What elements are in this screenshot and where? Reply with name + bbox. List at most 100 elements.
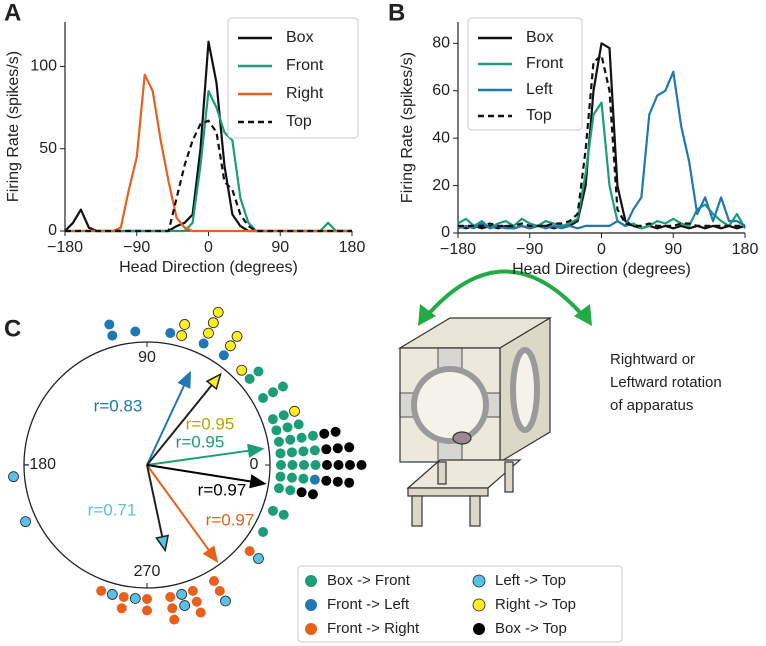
- dot: [209, 576, 219, 587]
- dot: [179, 319, 191, 330]
- x-tick-label: 0: [597, 241, 606, 258]
- y-tick-label: 0: [441, 224, 450, 241]
- y-tick-label: 20: [432, 177, 450, 194]
- annotation: of apparatus: [610, 397, 693, 414]
- r-label: r=0.71: [88, 500, 137, 519]
- dot: [330, 426, 341, 437]
- dot: [276, 460, 286, 470]
- dot: [285, 434, 296, 445]
- legend-frame: [227, 17, 359, 139]
- dot: [116, 603, 127, 614]
- dot: [286, 447, 297, 458]
- mean-vector-head: [205, 372, 222, 391]
- series-line: [65, 73, 352, 233]
- x-tick-label: 180: [339, 239, 366, 256]
- dot: [309, 445, 320, 456]
- dot: [207, 317, 219, 329]
- dot: [344, 442, 355, 453]
- dot: [299, 460, 309, 470]
- dot: [218, 350, 229, 361]
- dot: [273, 483, 284, 494]
- legend-label: Box: [286, 29, 314, 46]
- x-tick-label: −90: [123, 239, 150, 256]
- dot: [96, 585, 107, 596]
- dot: [332, 443, 343, 454]
- x-tick-label: −90: [516, 241, 543, 258]
- dot: [244, 373, 255, 384]
- dot: [214, 586, 225, 597]
- legend-label: Front: [286, 57, 324, 74]
- dot: [253, 553, 264, 564]
- apparatus-illustration: [397, 269, 592, 527]
- dot: [345, 460, 355, 470]
- mean-vector: [146, 464, 210, 551]
- y-tick-label: 60: [432, 82, 450, 99]
- y-tick-label: 40: [432, 129, 450, 146]
- dot: [129, 593, 141, 604]
- dot: [267, 505, 278, 516]
- x-tick-label: −180: [440, 241, 476, 258]
- x-tick-label: 90: [664, 241, 682, 258]
- x-axis-label: Head Direction (degrees): [119, 259, 298, 276]
- dot: [258, 393, 269, 403]
- dot: [307, 430, 318, 441]
- legend-swatch: [472, 598, 486, 612]
- y-tick-label: 0: [48, 222, 57, 239]
- legend-swatch: [472, 574, 486, 588]
- dot: [176, 330, 188, 341]
- dot: [293, 419, 304, 430]
- dot: [187, 585, 198, 596]
- dot: [277, 381, 288, 392]
- dot: [271, 425, 282, 436]
- dot: [287, 460, 298, 470]
- y-axis-label: Firing Rate (spikes/s): [5, 51, 22, 202]
- dot: [275, 471, 286, 482]
- legend-label: Right -> Top: [495, 596, 576, 613]
- x-axis-label: Head Direction (degrees): [512, 261, 691, 278]
- dot: [165, 591, 176, 602]
- legend-swatch: [305, 623, 317, 635]
- legend-label: Top: [526, 107, 552, 124]
- legend-swatch: [305, 575, 317, 587]
- legend-label: Box -> Top: [495, 620, 567, 637]
- legend-label: Box -> Front: [327, 572, 411, 589]
- dot: [167, 603, 178, 614]
- y-axis-label: Firing Rate (spikes/s): [399, 52, 416, 203]
- r-label: r=0.95: [186, 414, 235, 433]
- dot: [253, 366, 264, 377]
- r-label: r=0.97: [206, 510, 255, 529]
- dot: [268, 387, 279, 398]
- angle-tick-label: 0: [250, 456, 259, 473]
- dot: [212, 306, 224, 318]
- dot: [165, 328, 176, 339]
- dot: [332, 476, 343, 487]
- mean-vector: [146, 464, 164, 537]
- dot: [296, 432, 307, 443]
- dot: [20, 516, 31, 528]
- mean-vector-head: [247, 443, 265, 458]
- dot: [203, 327, 214, 339]
- panel-label: C: [4, 315, 21, 342]
- dot: [356, 460, 367, 470]
- mean-vector: [146, 464, 252, 483]
- mean-vector-head: [202, 545, 219, 564]
- annotation: Rightward or: [610, 351, 695, 368]
- dot: [198, 338, 209, 349]
- dot: [321, 475, 332, 486]
- dot: [282, 422, 293, 433]
- dot: [321, 444, 332, 455]
- dot: [231, 330, 243, 342]
- dot: [322, 460, 332, 470]
- panel-label: A: [4, 0, 21, 26]
- dot: [258, 527, 269, 537]
- series-line: [458, 54, 745, 227]
- dot: [273, 436, 284, 447]
- dot: [142, 594, 152, 604]
- dot: [244, 546, 255, 557]
- dot: [275, 448, 286, 459]
- dot: [296, 487, 307, 498]
- dot: [236, 364, 248, 376]
- mean-vector: [146, 384, 213, 466]
